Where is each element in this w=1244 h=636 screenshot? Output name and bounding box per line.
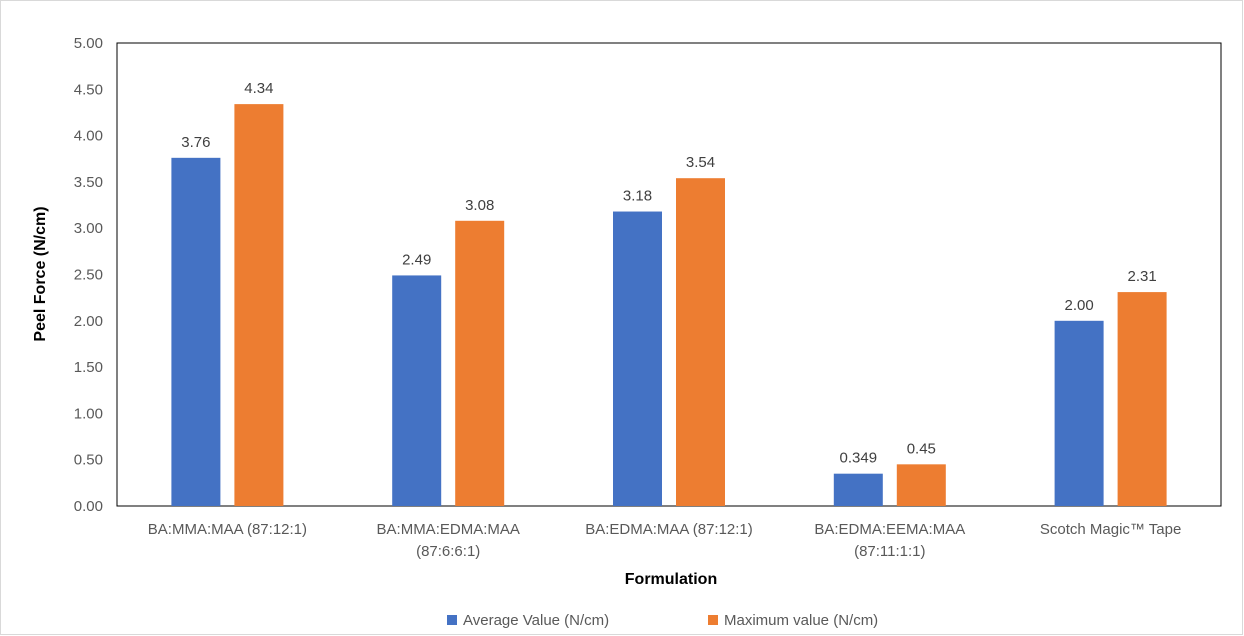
- data-label: 3.76: [181, 134, 210, 151]
- y-axis-ticks: 0.00 0.50 1.00 1.50 2.00 2.50 3.00 3.50 4.00 4.50…: [74, 35, 103, 515]
- legend-swatch: [708, 615, 718, 625]
- bar-maximum: [676, 178, 725, 507]
- x-tick-label: (87:11:1:1): [854, 543, 925, 560]
- legend-swatch: [447, 615, 457, 625]
- data-label: 2.00: [1064, 297, 1093, 314]
- y-tick-label: 4.50: [74, 81, 103, 98]
- y-tick-label: 5.00: [74, 35, 103, 52]
- bar-average: [171, 157, 221, 506]
- y-axis-title: Peel Force (N/cm): [32, 206, 49, 341]
- bar-maximum: [455, 220, 505, 507]
- bar-average: [613, 211, 662, 507]
- y-tick-label: 2.50: [74, 267, 103, 284]
- data-labels: 3.76 2.49 3.18 0.349 2.00 4.34 3.08 3.54 0.45 2.3…: [181, 80, 1156, 467]
- data-label: 2.49: [402, 251, 431, 268]
- y-tick-label: 3.00: [74, 220, 103, 237]
- x-tick-label: Scotch Magic™ Tape: [1040, 521, 1181, 538]
- data-label: 0.45: [907, 440, 936, 457]
- data-label: 3.08: [465, 197, 494, 214]
- y-tick-label: 3.50: [74, 174, 103, 191]
- data-label: 0.349: [840, 450, 878, 467]
- y-tick-label: 1.00: [74, 405, 103, 422]
- legend-label: Average Value (N/cm): [463, 612, 609, 629]
- x-axis-title: Formulation: [625, 571, 717, 588]
- x-axis-ticks: BA:MMA:MAA (87:12:1) BA:MMA:EDMA:MAA (87:6…: [148, 521, 1182, 560]
- bar-maximum: [234, 104, 284, 506]
- y-tick-label: 4.00: [74, 128, 103, 145]
- legend: Average Value (N/cm) Maximum value (N/cm): [447, 612, 878, 629]
- bar-average: [1054, 320, 1104, 506]
- data-label: 3.18: [623, 188, 652, 205]
- y-tick-label: 0.00: [74, 498, 103, 515]
- bars: [171, 104, 1167, 507]
- bar-maximum: [1117, 292, 1167, 506]
- data-label: 3.54: [686, 154, 715, 171]
- x-tick-label: BA:EDMA:EEMA:MAA: [814, 521, 965, 538]
- data-label: 4.34: [244, 80, 273, 97]
- bar-maximum: [896, 464, 946, 506]
- y-tick-label: 2.00: [74, 313, 103, 330]
- plot-area: [116, 42, 1222, 507]
- x-tick-label: BA:EDMA:MAA (87:12:1): [585, 521, 753, 538]
- bar-average: [392, 275, 442, 506]
- legend-label: Maximum value (N/cm): [724, 612, 878, 629]
- data-label: 2.31: [1127, 268, 1156, 285]
- x-tick-label: BA:MMA:EDMA:MAA: [377, 521, 520, 538]
- x-tick-label: (87:6:6:1): [416, 543, 480, 560]
- x-tick-label: BA:MMA:MAA (87:12:1): [148, 521, 307, 538]
- y-tick-label: 1.50: [74, 359, 103, 376]
- bar-average: [833, 473, 883, 506]
- y-tick-label: 0.50: [74, 452, 103, 469]
